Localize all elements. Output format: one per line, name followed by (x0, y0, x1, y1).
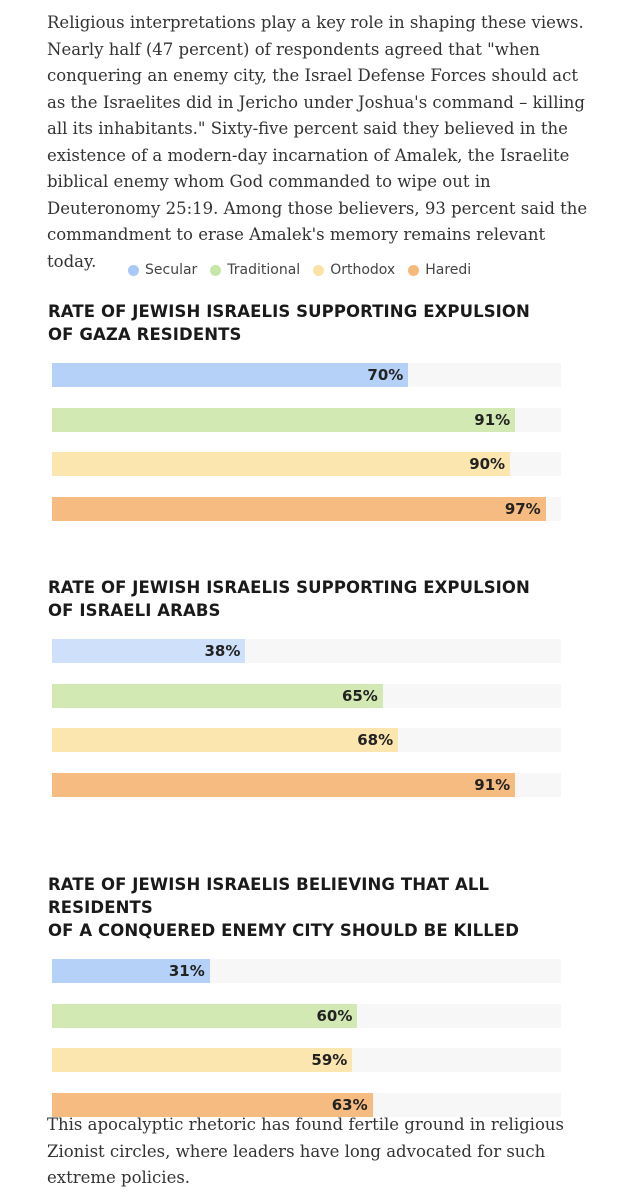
bar-value-label-secular: 70% (367, 366, 404, 384)
bar-track-traditional: 65% (52, 683, 561, 708)
bar-haredi: 97% (52, 496, 546, 521)
bar-track-haredi: 97% (52, 496, 561, 521)
legend-label-haredi: Haredi (425, 262, 472, 278)
legend-item-haredi[interactable]: Haredi (408, 262, 471, 278)
bar-track-secular: 70% (52, 363, 561, 387)
legend-item-orthodox[interactable]: Orthodox (313, 262, 395, 278)
chart-legend: Secular Traditional Orthodox Haredi (128, 262, 484, 278)
bar-track-haredi: 91% (52, 772, 561, 797)
bar-track-traditional: 91% (52, 407, 561, 432)
bar-track-traditional: 60% (52, 1003, 561, 1028)
legend-item-secular[interactable]: Secular (128, 262, 197, 278)
bar-secular: 70% (52, 363, 409, 387)
bar-track-orthodox: 59% (52, 1048, 561, 1072)
legend-label-secular: Secular (145, 262, 198, 278)
bar-value-label-haredi: 97% (504, 499, 541, 518)
bar-track-haredi: 63% (52, 1092, 561, 1117)
bar-orthodox: 68% (52, 728, 399, 752)
intro-paragraph: Religious interpretations play a key rol… (47, 13, 588, 271)
bar-value-label-traditional: 60% (316, 1006, 353, 1025)
bar-orthodox: 90% (52, 452, 511, 476)
chart-bars-kill-residents: 31% 60% 59% 63% (48, 959, 568, 1117)
bar-value-label-secular: 31% (168, 962, 205, 980)
legend-label-traditional: Traditional (227, 262, 301, 278)
bar-track-secular: 31% (52, 959, 561, 983)
chart-gaza-expulsion: RATE OF JEWISH ISRAELIS SUPPORTING EXPUL… (48, 300, 568, 541)
bar-value-label-haredi: 63% (331, 1095, 368, 1114)
legend-swatch-haredi (408, 264, 420, 276)
bar-track-secular: 38% (52, 639, 561, 663)
bar-traditional: 60% (52, 1003, 358, 1028)
bar-orthodox: 59% (52, 1048, 353, 1072)
legend-swatch-secular (128, 264, 139, 276)
chart-title-kill-residents: RATE OF JEWISH ISRAELIS BELIEVING THAT A… (48, 875, 520, 940)
bar-value-label-haredi: 91% (474, 775, 511, 794)
legend-swatch-orthodox (313, 264, 325, 276)
bar-value-label-orthodox: 90% (469, 455, 506, 473)
chart-bars-arab-expulsion: 38% 65% 68% 91% (48, 639, 568, 797)
bar-traditional: 91% (52, 407, 516, 432)
bar-value-label-orthodox: 59% (311, 1051, 348, 1069)
bar-secular: 38% (52, 639, 246, 663)
legend-label-orthodox: Orthodox (330, 262, 396, 278)
bar-track-orthodox: 68% (52, 728, 561, 752)
legend-item-traditional[interactable]: Traditional (210, 262, 300, 278)
bar-track-orthodox: 90% (52, 452, 561, 476)
bar-haredi: 63% (52, 1092, 373, 1117)
chart-bars-gaza-expulsion: 70% 91% 90% 97% (48, 363, 568, 521)
bar-value-label-orthodox: 68% (357, 731, 394, 749)
bar-secular: 31% (52, 959, 210, 983)
bar-value-label-secular: 38% (204, 642, 241, 660)
bar-value-label-traditional: 65% (341, 686, 378, 705)
chart-title-gaza-expulsion: RATE OF JEWISH ISRAELIS SUPPORTING EXPUL… (48, 302, 530, 344)
chart-arab-expulsion: RATE OF JEWISH ISRAELIS SUPPORTING EXPUL… (48, 576, 568, 817)
chart-kill-residents: RATE OF JEWISH ISRAELIS BELIEVING THAT A… (48, 873, 568, 1137)
legend-swatch-traditional (210, 264, 222, 276)
outro-paragraph: This apocalyptic rhetoric has found fert… (47, 1115, 564, 1187)
bar-traditional: 65% (52, 683, 383, 708)
bar-value-label-traditional: 91% (474, 410, 511, 429)
bar-haredi: 91% (52, 772, 516, 797)
chart-title-arab-expulsion: RATE OF JEWISH ISRAELIS SUPPORTING EXPUL… (48, 578, 530, 620)
